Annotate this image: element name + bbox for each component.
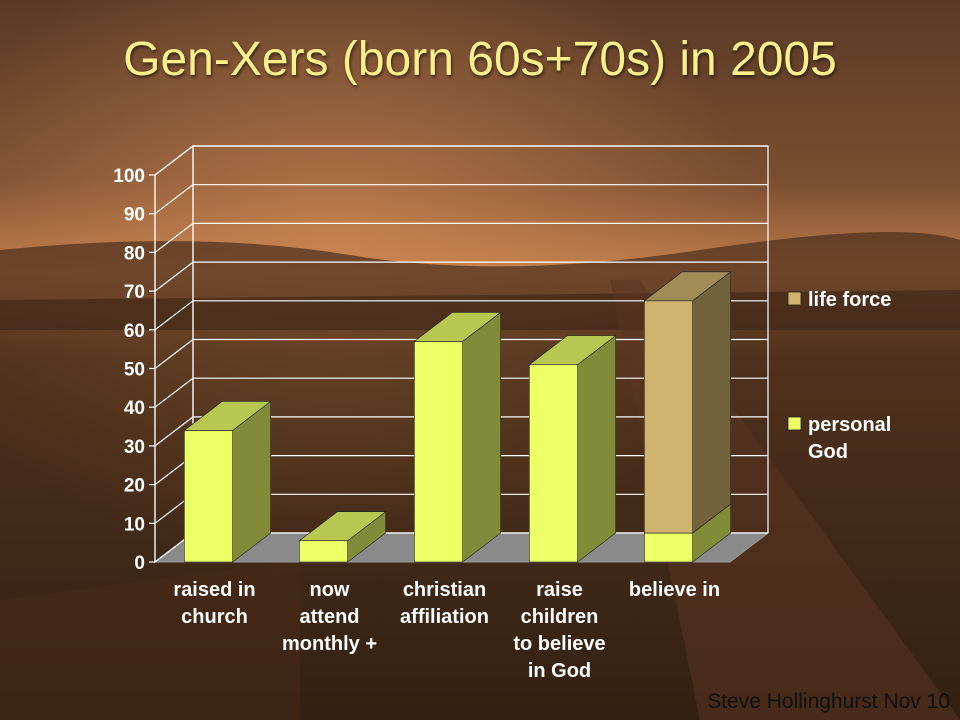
bar-life-force-top: [643, 271, 732, 302]
bar-life-force: [644, 300, 693, 534]
footer-credit: Steve Hollinghurst Nov 10: [707, 690, 950, 713]
y-tick-label: 10: [124, 514, 145, 535]
bar-life-force-side: [692, 271, 731, 534]
bar-personal-God: [644, 532, 693, 563]
bar-personal-God-top: [528, 335, 617, 365]
y-tick-label: 0: [134, 553, 145, 574]
x-tick-label: believe in: [629, 579, 720, 601]
y-tick-label: 20: [124, 476, 145, 497]
gridline-diagonal: [154, 300, 194, 331]
legend-label: life force: [808, 289, 891, 311]
legend-swatch: [787, 416, 802, 431]
x-tick-label: raised in: [173, 579, 255, 601]
x-tick-label: to believe: [513, 633, 605, 655]
slide-title: Gen-Xers (born 60s+70s) in 2005: [123, 33, 837, 86]
bar-personal-God-top: [298, 511, 387, 542]
x-tick-label: now: [310, 579, 350, 601]
gridline-diagonal: [154, 377, 194, 408]
y-tick-label: 70: [124, 282, 145, 303]
x-tick-label: christian: [403, 579, 486, 601]
y-tick-label: 40: [124, 398, 145, 419]
bar-personal-God-side: [462, 311, 501, 563]
x-tick-label: attend: [300, 606, 360, 628]
gridline-diagonal: [154, 184, 194, 215]
legend-label: personal: [808, 414, 891, 436]
gridline-diagonal: [154, 261, 194, 292]
bar-personal-God-top: [183, 401, 272, 431]
bar-personal-God: [414, 341, 463, 563]
y-tick-label: 80: [124, 243, 145, 264]
bar-personal-God: [529, 364, 578, 563]
y-tick-label: 90: [124, 205, 145, 226]
y-tick-label: 50: [124, 360, 145, 381]
x-tick-label: church: [181, 606, 248, 628]
x-tick-label: monthly +: [282, 633, 377, 655]
y-tick-label: 60: [124, 321, 145, 342]
bar-personal-God: [299, 540, 348, 563]
gridline-diagonal: [154, 222, 194, 253]
x-tick-label: affiliation: [400, 606, 489, 628]
gridline-diagonal: [154, 145, 194, 176]
bar-personal-God: [184, 430, 233, 563]
legend-swatch: [787, 291, 802, 306]
y-tick-label: 30: [124, 437, 145, 458]
x-tick-label: in God: [528, 660, 591, 682]
bar-personal-God-top: [413, 312, 502, 342]
legend-label: God: [808, 441, 848, 463]
gridline-diagonal: [154, 339, 194, 369]
gridline-diagonal: [154, 416, 194, 447]
y-tick-label: 100: [113, 166, 145, 187]
x-tick-label: raise: [536, 579, 583, 601]
bar-personal-God-side: [577, 335, 616, 563]
x-tick-label: children: [521, 606, 599, 628]
